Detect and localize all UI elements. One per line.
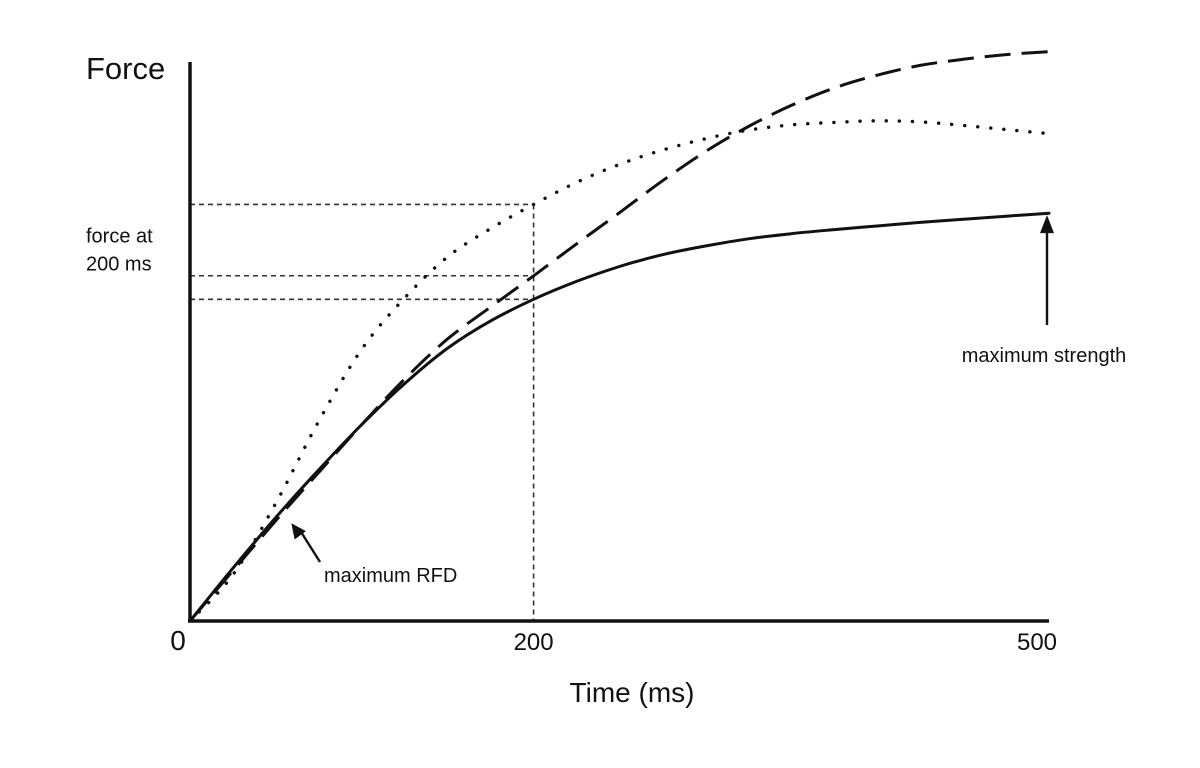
- series-solid-line: [188, 211, 1051, 623]
- annotations: force at 200 ms maximum RFD maximum strengt…: [86, 215, 1126, 587]
- annotation-maximum-rfd: maximum RFD: [324, 565, 457, 587]
- series-dashed-line: [188, 50, 1050, 622]
- x-tick-label-200: 200: [514, 629, 554, 656]
- x-axis-label: Time (ms): [570, 677, 695, 708]
- series-dotted-line: [188, 119, 1051, 623]
- x-tick-labels: 200 500: [514, 629, 1057, 656]
- arrowhead-maximum-rfd: [291, 523, 306, 540]
- y-axis-label: Force: [86, 51, 165, 86]
- annotation-maximum-strength: maximum strength: [962, 345, 1127, 367]
- arrow-maximum-rfd: [298, 528, 322, 563]
- arrowhead-maximum-strength: [1040, 215, 1054, 234]
- origin-label: 0: [170, 625, 186, 656]
- guide-lines: [190, 203, 535, 621]
- series-group: [188, 50, 1051, 623]
- annotation-force-at-200ms: force at 200 ms: [86, 226, 153, 276]
- x-tick-label-500: 500: [1017, 629, 1057, 656]
